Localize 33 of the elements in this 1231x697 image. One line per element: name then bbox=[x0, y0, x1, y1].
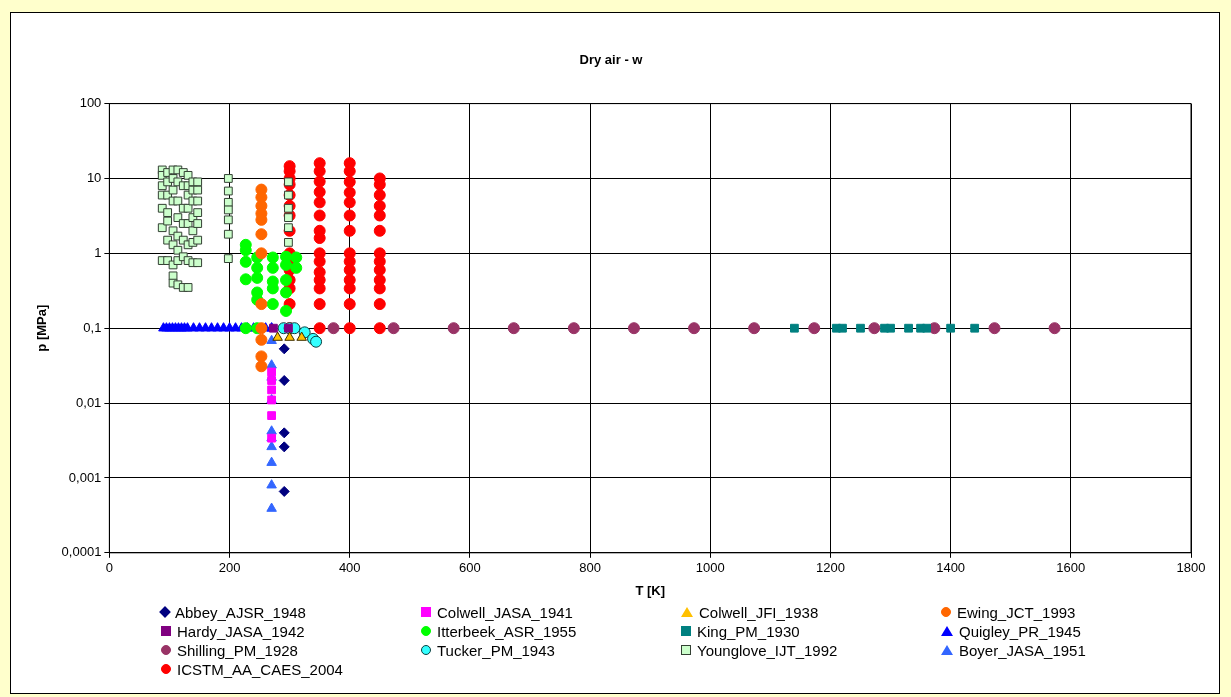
legend-label: Itterbeek_ASR_1955 bbox=[437, 622, 577, 640]
x-axis-title: T [K] bbox=[635, 582, 665, 598]
legend-label: King_PM_1930 bbox=[697, 622, 800, 640]
legend-label: Hardy_JASA_1942 bbox=[177, 622, 305, 640]
legend-label: Tucker_PM_1943 bbox=[437, 641, 555, 659]
legend-label: Colwell_JASA_1941 bbox=[437, 603, 573, 621]
legend-label: Quigley_PR_1945 bbox=[959, 622, 1081, 640]
y-tick-label: 0,0001 bbox=[61, 544, 102, 560]
legend-label: Younglove_IJT_1992 bbox=[697, 641, 838, 659]
legend-label: ICSTM_AA_CAES_2004 bbox=[177, 660, 343, 678]
legend-label: Colwell_JFI_1938 bbox=[699, 603, 819, 621]
y-tick-label: 1 bbox=[94, 244, 102, 260]
x-tick-label: 200 bbox=[218, 560, 241, 576]
legend-label: Ewing_JCT_1993 bbox=[957, 603, 1076, 621]
chart-title: Dry air - w bbox=[579, 52, 644, 68]
x-tick-label: 800 bbox=[579, 560, 601, 576]
x-tick-label: 1200 bbox=[815, 560, 845, 576]
y-tick-label: 100 bbox=[79, 95, 102, 111]
y-tick-label: 0,1 bbox=[83, 319, 102, 335]
legend-label: Abbey_AJSR_1948 bbox=[175, 603, 306, 621]
x-tick-label: 400 bbox=[338, 560, 361, 576]
y-axis-title: p [MPa] bbox=[34, 304, 50, 352]
x-tick-label: 600 bbox=[459, 560, 481, 576]
x-tick-label: 1600 bbox=[1056, 560, 1086, 576]
x-tick-label: 1000 bbox=[695, 560, 725, 576]
y-tick-label: 10 bbox=[86, 170, 102, 186]
x-tick-label: 1400 bbox=[936, 560, 966, 576]
y-tick-label: 0,01 bbox=[76, 394, 102, 410]
legend-label: Shilling_PM_1928 bbox=[177, 641, 298, 659]
y-tick-label: 0,001 bbox=[68, 469, 102, 485]
legend-label: Boyer_JASA_1951 bbox=[959, 641, 1086, 659]
x-tick-label: 1800 bbox=[1176, 560, 1206, 576]
x-tick-label: 0 bbox=[105, 560, 113, 576]
